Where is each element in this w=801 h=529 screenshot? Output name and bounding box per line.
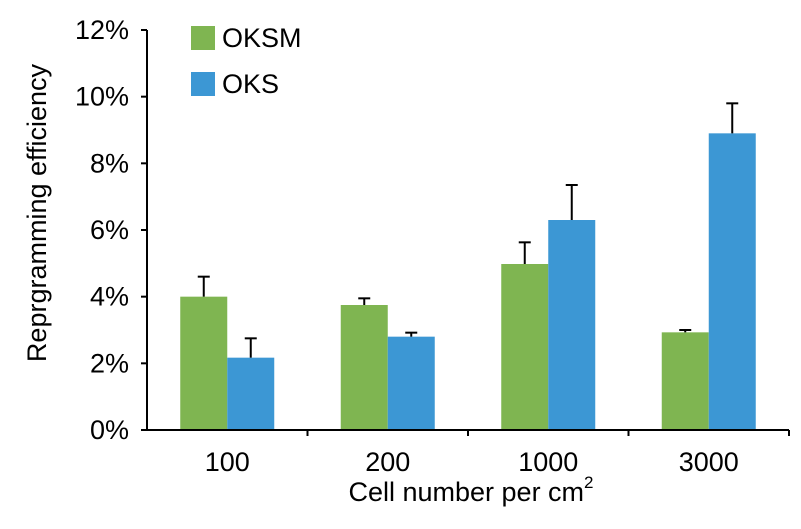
x-axis-title-superscript: 2	[584, 473, 593, 492]
x-axis-title-main: Cell number per cm	[348, 477, 584, 507]
legend-label-oksm: OKSM	[222, 23, 302, 53]
y-tick-label: 8%	[90, 148, 129, 178]
y-tick-label: 10%	[75, 82, 129, 112]
legend: OKSM OKS	[191, 23, 302, 99]
bar-oksm-3000	[661, 332, 709, 430]
legend-swatch-oks	[191, 72, 215, 96]
x-tick-label: 1000	[518, 447, 578, 477]
y-tick-label: 4%	[90, 282, 129, 312]
y-axis-title: Reprgramming efficiency	[22, 63, 52, 362]
bar-oksm-1000	[501, 264, 549, 430]
x-tick-label: 100	[205, 447, 250, 477]
x-axis-ticks: 100 200 1000 3000	[205, 430, 790, 477]
legend-label-oks: OKS	[222, 69, 279, 99]
bar-oksm-200	[340, 305, 388, 430]
y-tick-label: 12%	[75, 15, 129, 45]
y-tick-label: 2%	[90, 348, 129, 378]
bar-oks-100	[227, 357, 275, 430]
x-axis-title: Cell number per cm2	[348, 473, 593, 507]
bar-oks-3000	[708, 133, 756, 431]
x-tick-label: 3000	[679, 447, 739, 477]
y-tick-label: 0%	[90, 415, 129, 445]
error-bars	[197, 102, 739, 358]
bar-oks-1000	[548, 220, 596, 430]
y-axis-ticks: 0% 2% 4% 6% 8% 10% 12%	[75, 15, 147, 445]
legend-swatch-oksm	[191, 26, 215, 50]
bars	[180, 133, 756, 431]
bar-oksm-100	[180, 296, 228, 430]
x-tick-label: 200	[365, 447, 410, 477]
y-tick-label: 6%	[90, 215, 129, 245]
bar-oks-200	[387, 336, 435, 430]
